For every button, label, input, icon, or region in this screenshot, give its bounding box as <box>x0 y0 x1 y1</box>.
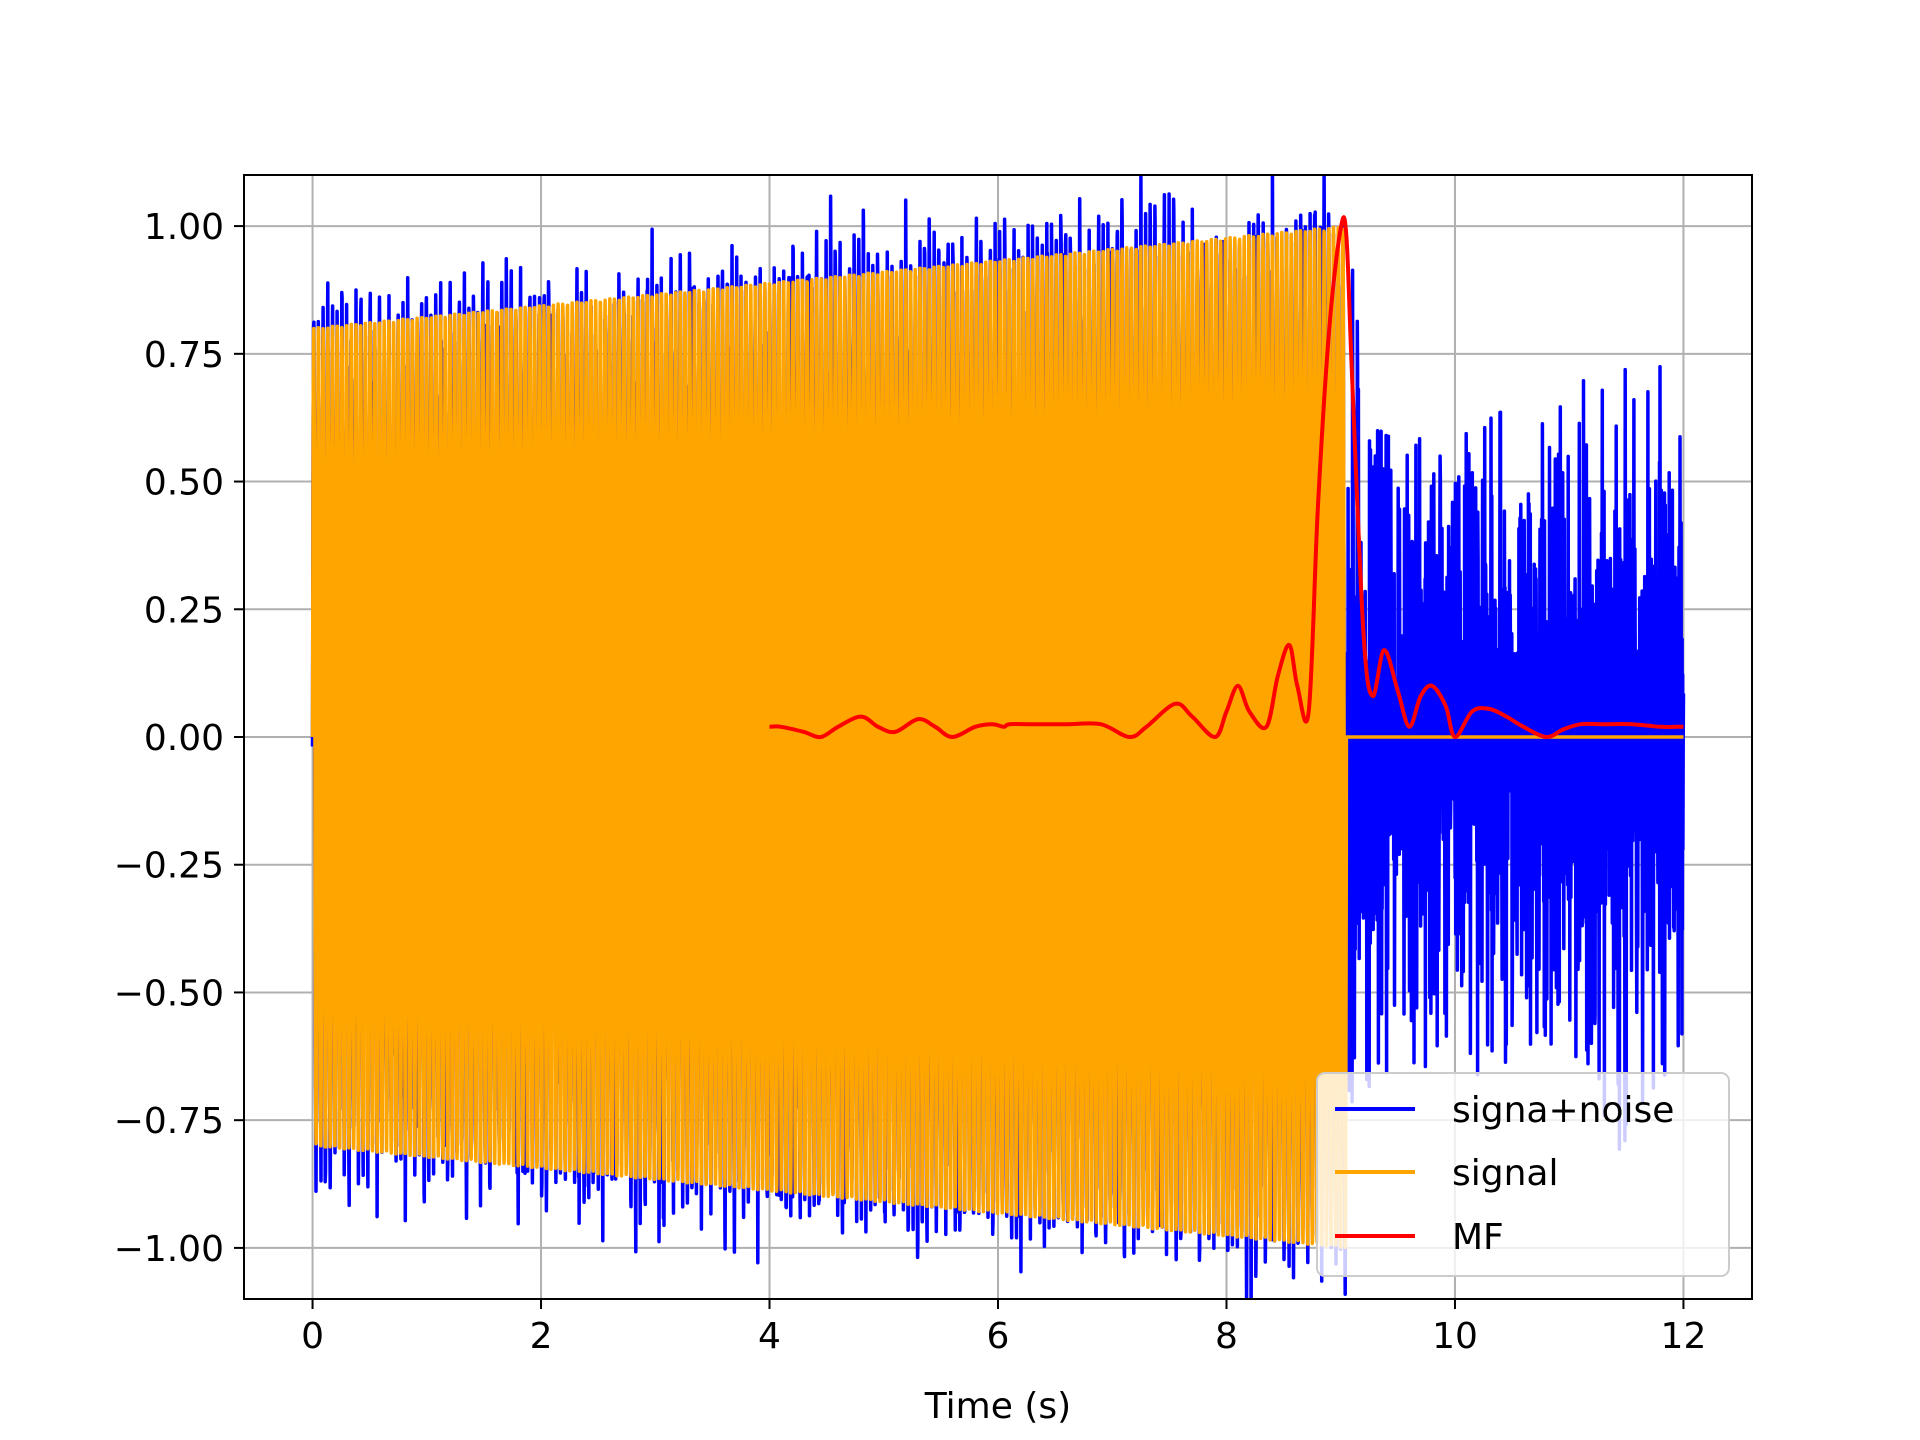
y-tick-label: −0.25 <box>114 846 224 887</box>
x-tick-label: 2 <box>530 1316 553 1357</box>
y-axis: 1.00 0.75 0.50 0.25 0.00 −0.25 −0.50 −0.75 −1.00 <box>114 207 244 1270</box>
x-axis: 0 2 4 6 8 10 12 <box>301 1299 1706 1357</box>
series-signal <box>310 225 1684 1250</box>
legend-label-signal: signal <box>1452 1153 1559 1194</box>
x-tick-label: 12 <box>1661 1316 1707 1357</box>
series-line-mf <box>769 215 1684 740</box>
legend-label-signa-noise: signa+noise <box>1452 1090 1674 1131</box>
legend-box <box>1316 1072 1730 1277</box>
x-tick-label: 0 <box>301 1316 324 1357</box>
y-tick-label: −0.50 <box>114 973 224 1014</box>
x-tick-label: 6 <box>987 1316 1010 1357</box>
y-tick-label: 1.00 <box>144 207 224 248</box>
x-tick-label: 10 <box>1432 1316 1478 1357</box>
x-axis-label: Time (s) <box>924 1386 1071 1427</box>
y-tick-label: −1.00 <box>114 1229 224 1270</box>
legend: signa+noise signal MF <box>1316 1072 1730 1277</box>
series-line-signal <box>310 225 1684 1250</box>
y-tick-label: −0.75 <box>114 1101 224 1142</box>
x-tick-label: 8 <box>1215 1316 1238 1357</box>
plot-area <box>310 175 1686 1299</box>
legend-label-mf: MF <box>1452 1217 1504 1258</box>
series-mf <box>769 215 1684 740</box>
y-tick-label: 0.75 <box>144 335 224 376</box>
y-tick-label: 0.50 <box>144 463 224 504</box>
x-tick-label: 4 <box>758 1316 781 1357</box>
y-tick-label: 0.25 <box>144 590 224 631</box>
y-tick-label: 0.00 <box>144 718 224 759</box>
